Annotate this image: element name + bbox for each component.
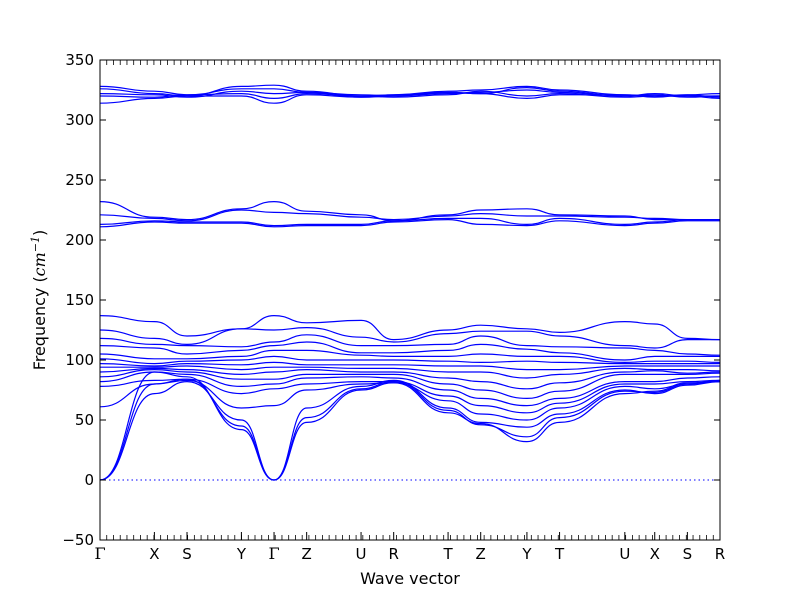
y-axis-unit-exponent: −1 [29,236,42,252]
y-axis-label-text: Frequency [30,288,49,371]
x-tick-label: X [650,545,660,563]
x-tick-label: Z [476,545,486,563]
band-line-9 [99,219,720,228]
y-tick-label: 0 [84,471,94,489]
x-tick-label: T [442,545,453,563]
band-line-24 [99,378,721,481]
band-line-22 [99,379,721,421]
axis-layer: −50 0 50 100 150 200 250 300 350 Γ X S Y Γ Z U R T Z Y T U X S R [62,51,725,563]
band-line-11 [99,327,720,349]
band-line-16 [99,361,720,371]
band-line-19 [99,369,721,399]
band-line-17 [100,365,721,379]
x-tick-label: X [149,545,159,563]
band-line-25 [99,371,721,481]
y-tick-label: 300 [65,111,94,129]
band-line-21 [99,378,721,414]
x-tick-label: Γ [268,544,279,563]
band-line-13 [99,341,720,361]
band-line-5 [99,91,721,104]
y-tick-label: −50 [62,531,94,549]
band-line-15 [99,355,720,365]
x-tick-label: Γ [94,544,105,563]
x-tick-label: U [356,545,367,563]
band-line-4 [99,90,721,99]
x-tick-label: S [683,545,693,563]
band-line-18 [99,367,721,390]
y-axis-label: Frequency (cm−1) [29,230,50,371]
x-tick-label: Y [236,545,247,563]
x-tick-label: Z [302,545,312,563]
y-axis-unit: cm [30,252,49,276]
band-line-23 [99,379,721,481]
x-tick-label: R [388,545,398,563]
band-line-8 [99,217,720,227]
bands-layer [99,84,721,481]
band-line-20 [99,371,721,407]
y-tick-label: 350 [65,51,94,69]
x-tick-label: R [715,545,725,563]
y-tick-label: 200 [65,231,94,249]
band-line-14 [99,349,721,363]
x-axis-label: Wave vector [360,569,460,588]
band-line-7 [99,209,720,222]
x-tick-label: Y [521,545,532,563]
y-tick-label: 150 [65,291,94,309]
band-line-10 [99,315,721,341]
x-tick-label: U [619,545,630,563]
band-line-12 [99,334,721,356]
x-tick-label: T [554,545,565,563]
y-tick-label: 50 [75,411,94,429]
y-tick-label: 250 [65,171,94,189]
x-tick-label: S [182,545,192,563]
y-tick-label: 100 [65,351,94,369]
